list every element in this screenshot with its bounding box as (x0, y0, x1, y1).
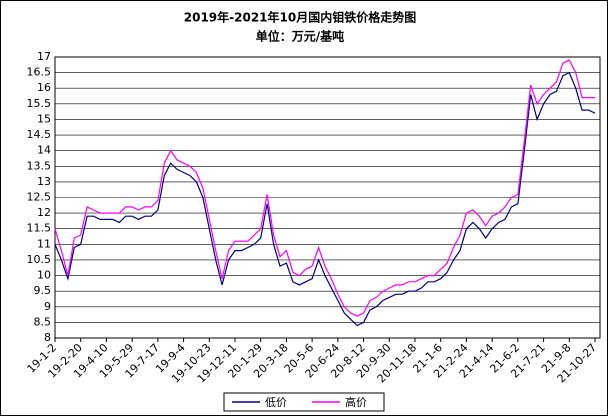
y-tick-label: 16.5 (27, 66, 52, 79)
y-tick-label: 11 (37, 237, 51, 250)
legend-box (223, 392, 385, 412)
y-tick-label: 10 (37, 269, 51, 282)
legend-label: 低价 (265, 396, 287, 409)
y-tick-label: 13.5 (27, 159, 52, 172)
y-tick-label: 8 (44, 331, 51, 344)
y-tick-label: 9.5 (34, 284, 52, 297)
chart-subtitle: 单位：万元/基吨 (256, 29, 344, 44)
chart-title: 2019年-2021年10月国内钼铁价格走势图 (184, 10, 416, 25)
line-series (54, 59, 595, 317)
y-tick-label: 10.5 (27, 253, 52, 266)
y-tick-label: 13 (37, 175, 51, 188)
y-tick-label: 11.5 (27, 222, 52, 235)
y-tick-label: 12.5 (27, 191, 52, 204)
y-tick-label: 15.5 (27, 97, 52, 110)
line-series (54, 71, 596, 327)
y-tick-label: 8.5 (34, 315, 52, 328)
y-tick-label: 14 (37, 144, 51, 157)
y-tick-label: 17 (37, 50, 51, 63)
y-tick-label: 9 (44, 300, 51, 313)
y-tick-label: 16 (37, 81, 51, 94)
y-tick-label: 12 (37, 206, 51, 219)
y-tick-label: 15 (37, 112, 51, 125)
legend-label: 高价 (345, 395, 367, 409)
y-tick-label: 14.5 (27, 128, 52, 141)
